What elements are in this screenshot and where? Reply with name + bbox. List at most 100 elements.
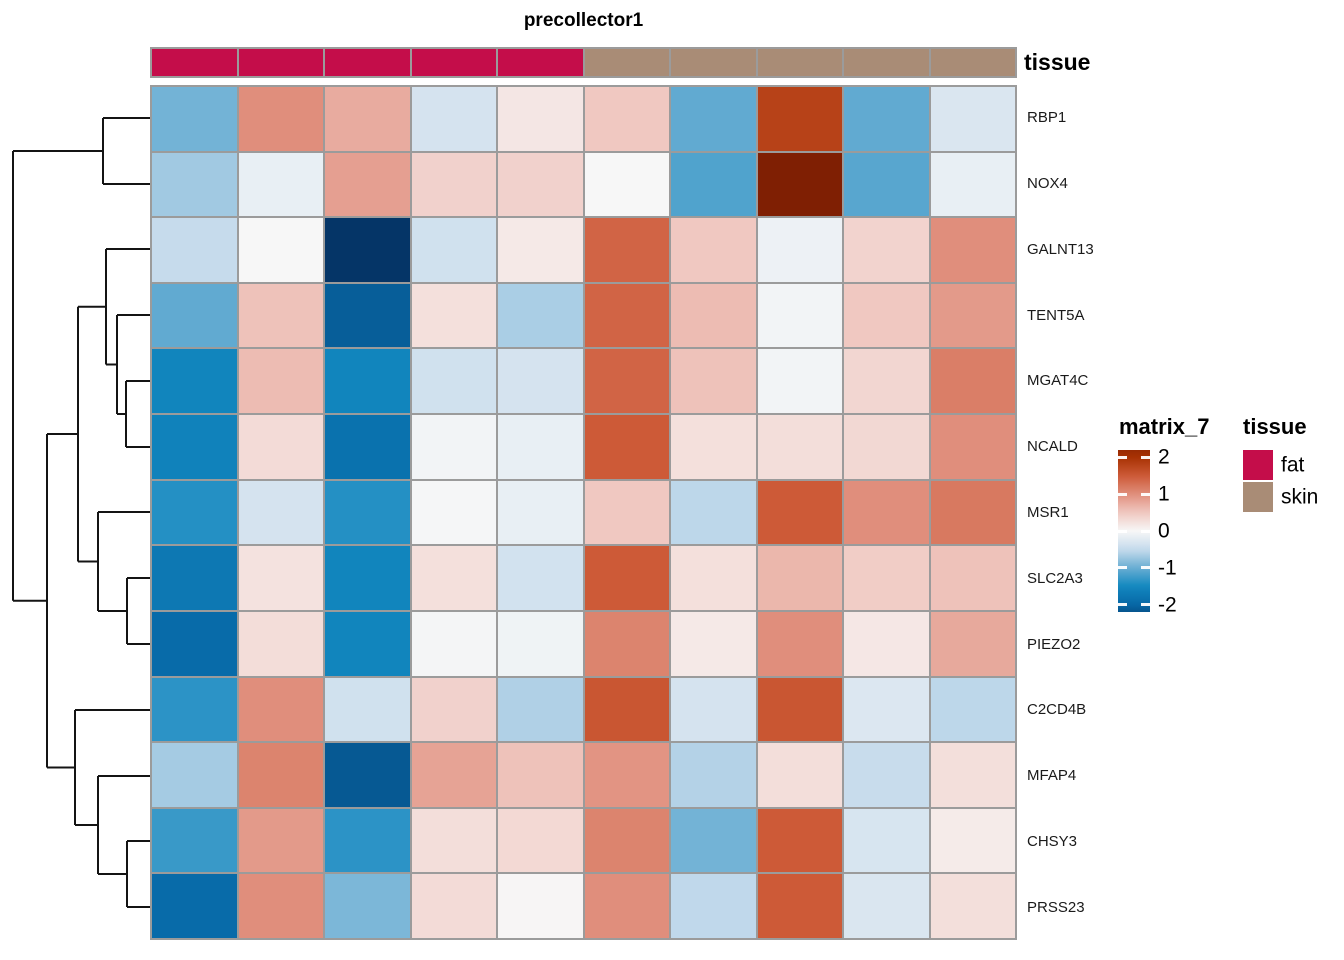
- heatmap-cell: [238, 677, 323, 742]
- heatmap-cell: [930, 743, 1015, 807]
- heatmap-cell: [152, 546, 237, 610]
- heatmap-cell: [930, 480, 1015, 545]
- plot-title: precollector1: [523, 10, 644, 31]
- heatmap-cell: [411, 677, 496, 742]
- row-label: PIEZO2: [1027, 635, 1081, 653]
- row-label: SLC2A3: [1027, 569, 1083, 587]
- heatmap-cell: [844, 283, 929, 348]
- colorbar-tick-dash: [1118, 455, 1127, 459]
- matrix-legend-title: matrix_7: [1119, 414, 1210, 439]
- heatmap-cell: [411, 808, 496, 873]
- heatmap-cell: [757, 677, 842, 742]
- heatmap-cell: [584, 808, 669, 873]
- heatmap-cell: [930, 283, 1015, 348]
- heatmap-cell: [844, 415, 929, 479]
- colorbar-tick-dash: [1118, 566, 1127, 570]
- heatmap-cell: [671, 349, 756, 414]
- heatmap-cell: [671, 87, 756, 151]
- heatmap-cell: [152, 283, 237, 348]
- heatmap-cell: [757, 743, 842, 807]
- heatmap-grid: [150, 85, 1017, 940]
- heatmap-cell: [238, 218, 323, 282]
- heatmap-cell: [325, 808, 410, 873]
- heatmap-cell: [411, 611, 496, 676]
- heatmap-cell: [411, 349, 496, 414]
- heatmap-cell: [844, 546, 929, 610]
- tissue-annotation-cell: [152, 49, 237, 76]
- heatmap-cell: [498, 546, 583, 610]
- colorbar-tick-label: -1: [1158, 556, 1177, 580]
- row-label: GALNT13: [1027, 240, 1094, 258]
- tissue-legend-swatch-skin: [1243, 482, 1273, 512]
- heatmap-cell: [844, 743, 929, 807]
- heatmap-cell: [930, 87, 1015, 151]
- row-label: MGAT4C: [1027, 372, 1089, 390]
- heatmap-cell: [325, 415, 410, 479]
- colorbar-tick-dash: [1141, 455, 1150, 459]
- heatmap-cell: [238, 349, 323, 414]
- heatmap-cell: [757, 611, 842, 676]
- tissue-annotation-bar: [150, 47, 1017, 78]
- tissue-annotation-cell: [325, 49, 410, 76]
- colorbar-tick-label: 2: [1158, 445, 1170, 469]
- heatmap-cell: [498, 87, 583, 151]
- heatmap-cell: [152, 677, 237, 742]
- colorbar-tick-dash: [1141, 529, 1150, 533]
- heatmap-cell: [844, 611, 929, 676]
- heatmap-cell: [325, 480, 410, 545]
- heatmap-cell: [757, 808, 842, 873]
- heatmap-cell: [930, 349, 1015, 414]
- heatmap-cell: [930, 218, 1015, 282]
- heatmap-cell: [584, 152, 669, 217]
- heatmap-cell: [584, 283, 669, 348]
- row-label: RBP1: [1027, 109, 1067, 127]
- heatmap-cell: [671, 218, 756, 282]
- heatmap-cell: [584, 611, 669, 676]
- heatmap-cell: [498, 480, 583, 545]
- heatmap-cell: [671, 611, 756, 676]
- heatmap-cell: [671, 480, 756, 545]
- heatmap-cell: [411, 87, 496, 151]
- heatmap-cell: [844, 874, 929, 938]
- row-label: PRSS23: [1027, 898, 1085, 916]
- heatmap-cell: [325, 874, 410, 938]
- heatmap-cell: [844, 87, 929, 151]
- heatmap-cell: [930, 874, 1015, 938]
- tissue-annotation-cell: [844, 49, 929, 76]
- colorbar-tick-label: 1: [1158, 482, 1170, 506]
- tissue-legend-title: tissue: [1243, 414, 1307, 439]
- tissue-annotation-cell: [238, 49, 323, 76]
- colorbar-tick-dash: [1118, 603, 1127, 607]
- heatmap-cell: [152, 349, 237, 414]
- colorbar-tick-dash: [1141, 492, 1150, 496]
- heatmap-cell: [411, 283, 496, 348]
- colorbar-tick-label: -2: [1158, 593, 1177, 617]
- heatmap-cell: [584, 218, 669, 282]
- heatmap-cell: [238, 87, 323, 151]
- tissue-annotation-cell: [757, 49, 842, 76]
- heatmap-cell: [671, 546, 756, 610]
- row-label: C2CD4B: [1027, 701, 1087, 719]
- heatmap-cell: [584, 480, 669, 545]
- row-label: NOX4: [1027, 175, 1068, 193]
- row-label: MFAP4: [1027, 767, 1077, 785]
- heatmap-cell: [757, 874, 842, 938]
- heatmap-cell: [584, 349, 669, 414]
- heatmap-cell: [152, 743, 237, 807]
- tissue-annotation-cell: [411, 49, 496, 76]
- heatmap-cell: [325, 283, 410, 348]
- heatmap-cell: [238, 546, 323, 610]
- heatmap-cell: [325, 218, 410, 282]
- heatmap-cell: [152, 611, 237, 676]
- heatmap-cell: [152, 480, 237, 545]
- colorbar-tick-dash: [1118, 529, 1127, 533]
- heatmap-cell: [152, 218, 237, 282]
- heatmap-cell: [930, 546, 1015, 610]
- heatmap-cell: [844, 152, 929, 217]
- heatmap-cell: [238, 874, 323, 938]
- heatmap-cell: [498, 611, 583, 676]
- heatmap-cell: [152, 415, 237, 479]
- heatmap-cell: [498, 349, 583, 414]
- heatmap-cell: [498, 808, 583, 873]
